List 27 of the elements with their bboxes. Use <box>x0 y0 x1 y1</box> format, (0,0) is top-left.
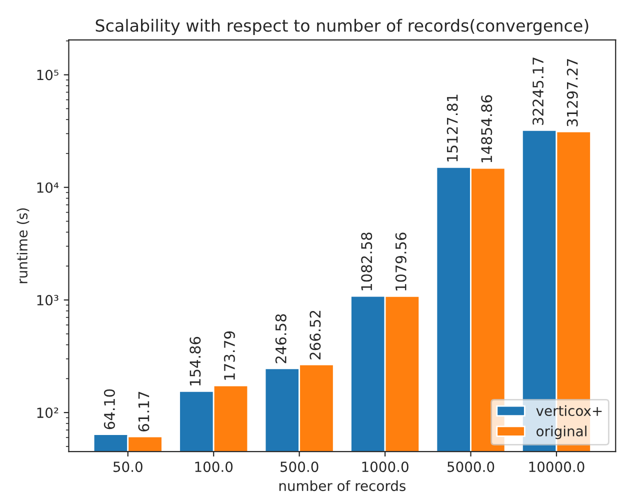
data-label: 266.52 <box>310 310 321 360</box>
legend-label: verticox+ <box>536 405 602 416</box>
y-tick-label: 10⁴ <box>37 182 59 193</box>
data-label: 246.58 <box>275 314 286 364</box>
legend-label: original <box>536 426 586 440</box>
y-tick-label: 10⁵ <box>37 70 58 80</box>
y-tick-label: 10³ <box>37 294 58 306</box>
y-tick-label: 10² <box>37 408 58 418</box>
data-label: 31297.27 <box>566 59 578 126</box>
data-label: 32245.17 <box>532 58 544 125</box>
x-tick-label: 50.0 <box>114 462 142 472</box>
data-label: 1079.56 <box>395 232 406 290</box>
data-label: 15127.81 <box>446 94 458 162</box>
data-label: 154.86 <box>190 336 201 386</box>
x-tick-label: 1000.0 <box>362 462 408 472</box>
y-axis-title: runtime (s) <box>16 208 30 284</box>
x-tick-label: 500.0 <box>280 462 318 472</box>
data-label: 14854.86 <box>481 95 492 162</box>
x-tick-label: 10000.0 <box>529 462 584 472</box>
x-tick-label: 5000.0 <box>448 462 494 472</box>
data-label: 173.79 <box>224 331 235 380</box>
data-label: 61.17 <box>138 392 150 432</box>
data-label: 1082.58 <box>361 232 372 290</box>
data-label: 64.10 <box>104 389 115 430</box>
x-axis-title: number of records <box>279 480 406 492</box>
chart-title: Scalability with respect to number of records(convergence) <box>96 18 588 36</box>
x-tick-label: 100.0 <box>195 462 233 472</box>
